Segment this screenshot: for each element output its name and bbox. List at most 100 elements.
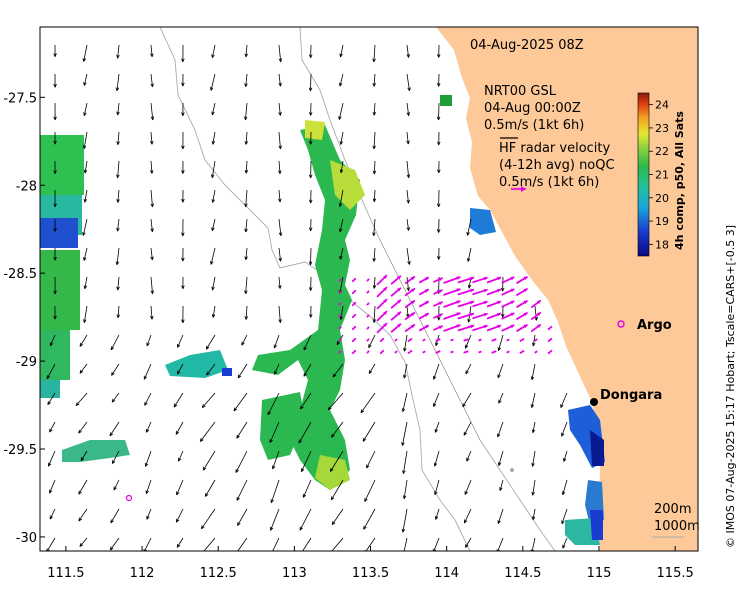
current-arrow-head — [116, 286, 120, 291]
radar-arrow-head — [397, 275, 401, 280]
radar-arrow — [366, 338, 370, 342]
radar-arrow-head — [383, 275, 388, 279]
current-arrow-head — [497, 374, 501, 379]
current-arrow — [465, 334, 472, 349]
current-arrow-head — [432, 375, 437, 380]
argo-marker — [617, 320, 625, 328]
radar-arrow — [366, 290, 370, 294]
current-arrow-head — [116, 174, 120, 179]
current-arrow-head — [82, 232, 86, 236]
current-arrow — [360, 392, 376, 414]
current-arrow — [403, 363, 408, 379]
current-arrow — [373, 131, 376, 149]
current-arrow-head — [53, 228, 57, 232]
colorbar-tick-label: 18 — [655, 238, 669, 251]
current-arrow-head — [403, 374, 407, 379]
current-arrow-head — [111, 371, 115, 376]
current-arrow-field — [46, 44, 568, 557]
current-arrow-head — [243, 116, 248, 121]
current-arrow-head — [53, 116, 57, 121]
current-arrow-head — [434, 491, 438, 495]
current-arrow — [203, 537, 216, 551]
current-arrow — [78, 421, 88, 434]
current-arrow — [150, 305, 153, 320]
current-arrow-head — [301, 468, 305, 472]
current-arrow — [531, 392, 536, 408]
current-arrow-head — [53, 290, 57, 295]
current-arrow — [272, 537, 280, 551]
current-arrow — [270, 479, 280, 503]
current-arrow-head — [116, 199, 120, 203]
current-arrow — [211, 160, 216, 178]
current-arrow-head — [436, 82, 441, 87]
current-arrow-head — [78, 517, 82, 522]
current-arrow-head — [368, 344, 372, 348]
current-arrow-head — [79, 342, 84, 347]
current-arrow-head — [49, 428, 53, 433]
current-arrow — [302, 479, 312, 498]
current-arrow — [562, 479, 568, 495]
radar-arrow — [351, 277, 357, 283]
current-arrow-head — [372, 170, 377, 175]
current-arrow-head — [501, 313, 505, 318]
current-arrow-head — [53, 83, 57, 88]
current-arrow-head — [372, 83, 376, 87]
current-arrow-head — [278, 58, 283, 63]
current-arrow-head — [368, 370, 373, 374]
radar-arrow — [351, 325, 357, 331]
current-arrow — [465, 363, 472, 375]
current-arrow — [178, 450, 184, 462]
current-arrow — [406, 131, 409, 145]
current-arrow — [498, 392, 504, 404]
current-arrow-head — [83, 198, 88, 203]
current-arrow-head — [302, 493, 307, 498]
current-arrow-head — [531, 429, 536, 434]
radar-line-3: 0.5m/s (1kt 6h) — [499, 175, 599, 190]
current-arrow-head — [531, 491, 535, 496]
current-arrow-head — [466, 231, 470, 236]
sst-patches — [40, 95, 605, 545]
current-arrow — [373, 160, 376, 175]
current-arrow-head — [309, 314, 313, 318]
current-arrow-head — [309, 140, 313, 145]
radar-arrow-head — [383, 311, 388, 315]
current-arrow — [562, 537, 568, 549]
current-arrow — [463, 508, 472, 524]
current-arrow — [373, 73, 376, 87]
current-arrow — [109, 421, 120, 437]
radar-arrow — [478, 350, 482, 354]
radar-arrow-head — [497, 300, 502, 305]
current-arrow-head — [181, 319, 185, 323]
radar-arrow — [506, 338, 510, 342]
current-arrow — [176, 479, 184, 496]
current-arrow-head — [372, 198, 377, 203]
current-arrow — [435, 508, 440, 520]
current-arrow-head — [233, 554, 236, 557]
radar-arrow — [366, 326, 370, 330]
current-arrow-head — [339, 82, 343, 87]
current-arrow — [116, 247, 120, 265]
current-arrow-head — [47, 401, 51, 405]
current-arrow-head — [270, 526, 274, 531]
current-arrow-head — [53, 203, 57, 208]
current-arrow — [109, 537, 120, 551]
radar-arrow — [351, 349, 357, 355]
current-arrow-head — [210, 86, 214, 91]
current-arrow — [173, 392, 184, 408]
current-arrow-head — [211, 314, 216, 318]
current-arrow-head — [181, 257, 185, 262]
current-arrow-head — [433, 462, 438, 467]
current-arrow-head — [146, 342, 150, 347]
current-arrow-head — [500, 287, 505, 292]
radar-arrow-head — [470, 300, 475, 305]
current-arrow-head — [406, 199, 410, 204]
current-arrow-head — [497, 433, 501, 438]
current-arrow-head — [211, 140, 216, 145]
x-tick-label: 112.5 — [200, 566, 237, 581]
radar-arrow-head — [410, 324, 415, 329]
x-tick-label: 114.5 — [504, 566, 541, 581]
colorbar-ticks: 24 23 22 21 20 19 18 — [649, 99, 669, 251]
radar-arrow — [519, 337, 525, 343]
current-arrow — [150, 276, 153, 294]
radar-arrow-head — [397, 299, 401, 304]
